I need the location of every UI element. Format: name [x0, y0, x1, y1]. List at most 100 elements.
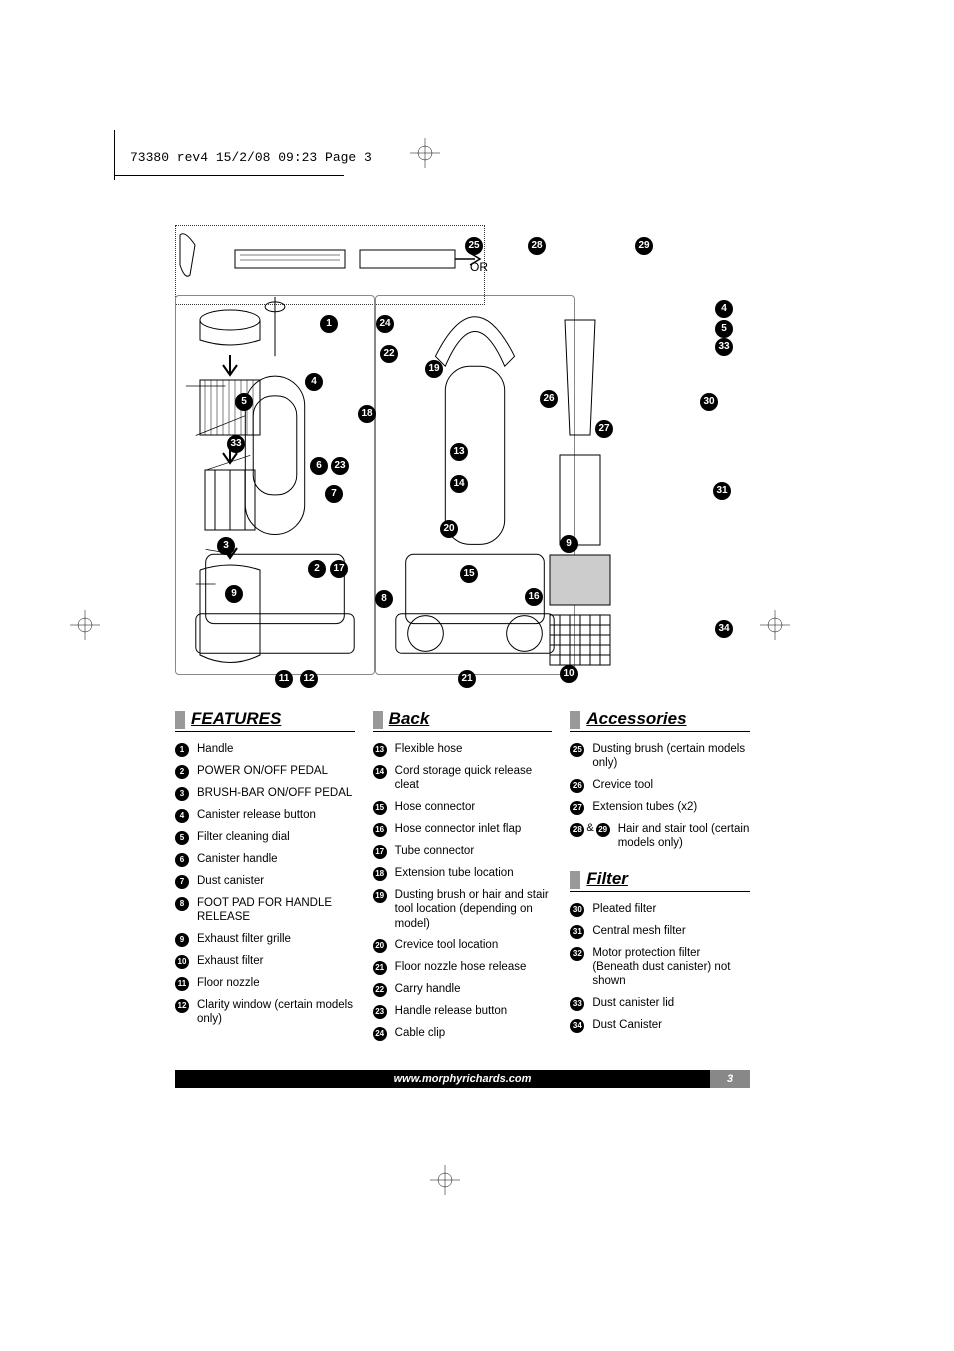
- feature-item: 24Cable clip: [373, 1026, 553, 1041]
- heading-bar-icon: [570, 871, 580, 889]
- accessories-inset-box: [175, 225, 485, 305]
- features-heading: FEATURES: [175, 709, 355, 732]
- number-badge: 23: [373, 1005, 387, 1019]
- number-badge: 15: [373, 801, 387, 815]
- feature-item: 13 Flexible hose: [373, 742, 553, 757]
- callout-number: 26: [540, 390, 558, 408]
- item-text: Dusting brush (certain models only): [592, 742, 750, 771]
- feature-item: 21Floor nozzle hose release: [373, 960, 553, 975]
- number-badge: 24: [373, 1027, 387, 1041]
- number-badge: 20: [373, 939, 387, 953]
- crop-mark-vertical: [114, 130, 115, 180]
- feature-item: 9Exhaust filter grille: [175, 932, 355, 947]
- number-badge: 17: [373, 845, 387, 859]
- feature-item: 5Filter cleaning dial: [175, 830, 355, 845]
- accessories-list: 25Dusting brush (certain models only)26C…: [570, 742, 750, 851]
- item-text: Floor nozzle: [197, 976, 355, 990]
- number-badge: 21: [373, 961, 387, 975]
- callout-number: 4: [715, 300, 733, 318]
- number-badge: 7: [175, 875, 189, 889]
- item-text: Tube connector: [395, 844, 553, 858]
- registration-mark-icon: [430, 1165, 460, 1195]
- back-title: Back: [389, 709, 430, 729]
- callout-number: 13: [450, 443, 468, 461]
- number-badge: 1: [175, 743, 189, 757]
- feature-item: 4Canister release button: [175, 808, 355, 823]
- number-badge: 33: [570, 997, 584, 1011]
- number-badge: 19: [373, 889, 387, 903]
- number-badge: 31: [570, 925, 584, 939]
- accessories-title: Accessories: [586, 709, 686, 729]
- registration-mark-icon: [70, 610, 100, 640]
- item-text: Flexible hose: [395, 742, 553, 756]
- number-badge: 28: [570, 823, 584, 837]
- number-badge-pair: 28 & 29: [570, 822, 609, 837]
- feature-item: 26 Crevice tool: [570, 778, 750, 793]
- item-text: Filter cleaning dial: [197, 830, 355, 844]
- number-badge: 10: [175, 955, 189, 969]
- number-badge: 32: [570, 947, 584, 961]
- number-badge: 14: [373, 765, 387, 779]
- joiner-text: &: [586, 822, 593, 836]
- item-text: Extension tubes (x2): [592, 800, 750, 814]
- feature-item: 16Hose connector inlet flap: [373, 822, 553, 837]
- callout-number: 15: [460, 565, 478, 583]
- item-text: Dust canister lid: [592, 996, 750, 1010]
- callout-number: 6: [310, 457, 328, 475]
- heading-bar-icon: [570, 711, 580, 729]
- item-text: Hose connector: [395, 800, 553, 814]
- item-text: BRUSH-BAR ON/OFF PEDAL: [197, 786, 355, 800]
- feature-item: 7Dust canister: [175, 874, 355, 889]
- callout-number: 9: [225, 585, 243, 603]
- callout-number: 33: [715, 338, 733, 356]
- feature-item: 6Canister handle: [175, 852, 355, 867]
- callout-number: 1: [320, 315, 338, 333]
- feature-item: 10Exhaust filter: [175, 954, 355, 969]
- heading-bar-icon: [373, 711, 383, 729]
- feature-item: 31 Central mesh filter: [570, 924, 750, 939]
- content-columns: FEATURES 1 Handle 2POWER ON/OFF PEDAL 3 BRUS…: [175, 705, 750, 1048]
- callout-number: 21: [458, 670, 476, 688]
- callout-number: 30: [700, 393, 718, 411]
- item-text: FOOT PAD FOR HANDLE RELEASE: [197, 896, 355, 925]
- product-diagram: OR: [175, 225, 755, 695]
- callout-number: 20: [440, 520, 458, 538]
- item-text: Dust Canister: [592, 1018, 750, 1032]
- feature-item: 3 BRUSH-BAR ON/OFF PEDAL: [175, 786, 355, 801]
- feature-item: 12Clarity window (certain models only): [175, 998, 355, 1027]
- number-badge: 13: [373, 743, 387, 757]
- feature-item: 33 Dust canister lid: [570, 996, 750, 1011]
- item-text: Crevice tool: [592, 778, 750, 792]
- number-badge: 3: [175, 787, 189, 801]
- accessories-filter-column: Accessories 25Dusting brush (certain mod…: [570, 705, 750, 1048]
- callout-number: 19: [425, 360, 443, 378]
- item-text: Handle: [197, 742, 355, 756]
- feature-item: 20Crevice tool location: [373, 938, 553, 953]
- item-text: Central mesh filter: [592, 924, 750, 938]
- number-badge: 4: [175, 809, 189, 823]
- accessories-heading: Accessories: [570, 709, 750, 732]
- feature-item: 11Floor nozzle: [175, 976, 355, 991]
- features-list: 1 Handle 2POWER ON/OFF PEDAL 3 BRUSH-BAR ON/…: [175, 742, 355, 1027]
- callout-number: 5: [235, 393, 253, 411]
- feature-item: 2POWER ON/OFF PEDAL: [175, 764, 355, 779]
- number-badge: 26: [570, 779, 584, 793]
- callout-number: 16: [525, 588, 543, 606]
- callout-number: 18: [358, 405, 376, 423]
- feature-item: 15 Hose connector: [373, 800, 553, 815]
- item-text: Carry handle: [395, 982, 553, 996]
- crop-mark-horizontal: [114, 175, 344, 176]
- number-badge: 34: [570, 1019, 584, 1033]
- crop-header-text: 73380 rev4 15/2/08 09:23 Page 3: [130, 150, 372, 165]
- callout-number: 11: [275, 670, 293, 688]
- callout-number: 31: [713, 482, 731, 500]
- vacuum-front-illustration: [175, 295, 375, 675]
- callout-number: 2: [308, 560, 326, 578]
- callout-number: 4: [305, 373, 323, 391]
- item-text: Extension tube location: [395, 866, 553, 880]
- callout-number: 33: [227, 435, 245, 453]
- item-text: Exhaust filter grille: [197, 932, 355, 946]
- number-badge: 6: [175, 853, 189, 867]
- manual-page: 73380 rev4 15/2/08 09:23 Page 3 OR: [0, 0, 954, 1351]
- feature-item: 30Pleated filter: [570, 902, 750, 917]
